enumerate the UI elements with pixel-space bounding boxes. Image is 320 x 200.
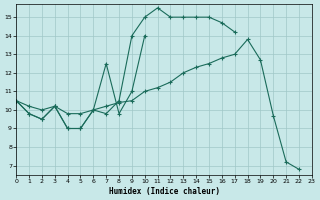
X-axis label: Humidex (Indice chaleur): Humidex (Indice chaleur) [108,187,220,196]
